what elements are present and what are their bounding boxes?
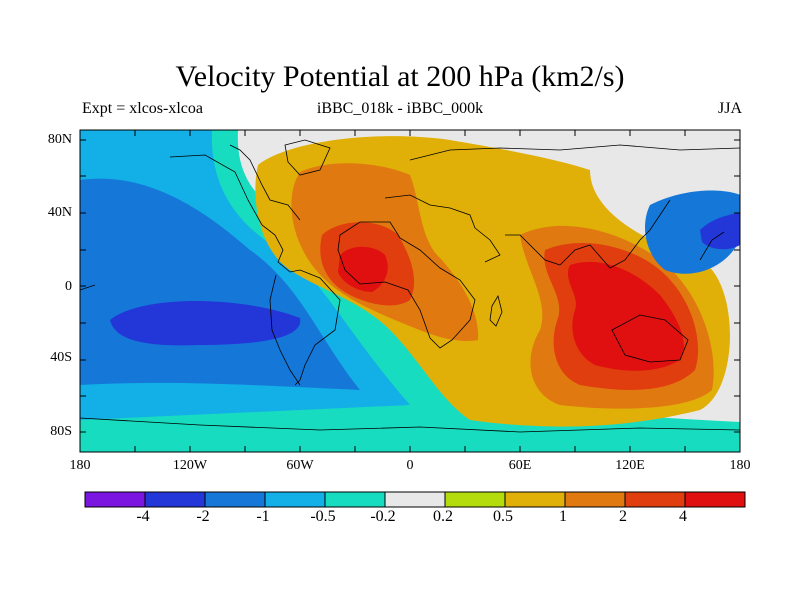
coastline: [80, 284, 96, 291]
coastline: [474, 227, 501, 263]
colorbar-box: [204, 491, 266, 508]
chart-title: Velocity Potential at 200 hPa (km2/s): [175, 60, 625, 93]
coastline: [337, 221, 476, 349]
contour-regions: [80, 130, 740, 452]
lon-label-180e: 180: [729, 458, 751, 473]
lat-label-40n: 40N: [47, 205, 72, 220]
lat-label-80n: 80N: [47, 132, 72, 147]
colorbar-box: [84, 491, 146, 508]
lon-label-180w: 180: [69, 458, 91, 473]
colorbar-label: 0.5: [493, 508, 513, 525]
lon-label-120e: 120E: [615, 458, 645, 473]
colorbar-label: -0.2: [370, 508, 396, 525]
coastline: [699, 231, 725, 261]
coastline: [505, 234, 561, 266]
colorbar: [84, 491, 746, 508]
lat-label-40s: 40S: [50, 350, 72, 365]
coastline: [80, 417, 740, 433]
colorbar-label: 4: [679, 508, 687, 525]
case-label: iBBC_018k - iBBC_000k: [316, 100, 484, 117]
axis-ticks: [79, 130, 741, 452]
colorbar-box: [144, 491, 206, 508]
coastline: [611, 314, 689, 363]
coastline: [169, 154, 341, 386]
colorbar-label: -0.5: [310, 508, 336, 525]
contour-region: [645, 190, 740, 274]
colorbar-label: 1: [559, 508, 567, 525]
colorbar-box: [324, 491, 386, 508]
colorbar-label: -4: [136, 508, 150, 525]
lon-label-120w: 120W: [172, 458, 208, 473]
lon-label-60e: 60E: [508, 458, 532, 473]
colorbar-box: [504, 491, 566, 508]
colorbar-box: [384, 491, 446, 508]
colorbar-label: -2: [196, 508, 210, 525]
coastline: [489, 294, 503, 327]
experiment-label: Expt = xlcos-xlcoa: [82, 100, 203, 117]
lat-label-0: 0: [65, 279, 72, 294]
colorbar-label: 2: [619, 508, 627, 525]
colorbar-label: -1: [256, 508, 270, 525]
colorbar-box: [564, 491, 626, 508]
coastline: [284, 139, 331, 176]
contour-region: [567, 261, 684, 371]
colorbar-box: [684, 491, 746, 508]
coastline: [409, 144, 740, 161]
colorbar-box: [264, 491, 326, 508]
coastline: [229, 144, 301, 221]
contour-region: [700, 213, 740, 250]
season-label: JJA: [717, 100, 742, 117]
colorbar-box: [444, 491, 506, 508]
lon-label-0: 0: [406, 458, 414, 473]
coastlines: [80, 139, 740, 433]
coastline: [269, 274, 301, 386]
colorbar-box: [624, 491, 686, 508]
colorbar-label: 0.2: [433, 508, 453, 525]
lon-label-60w: 60W: [286, 458, 314, 473]
coastline: [559, 199, 671, 269]
contour-region: [110, 300, 301, 346]
lat-label-80s: 80S: [50, 424, 72, 439]
contour-region: [356, 265, 367, 275]
coastline: [384, 194, 476, 229]
